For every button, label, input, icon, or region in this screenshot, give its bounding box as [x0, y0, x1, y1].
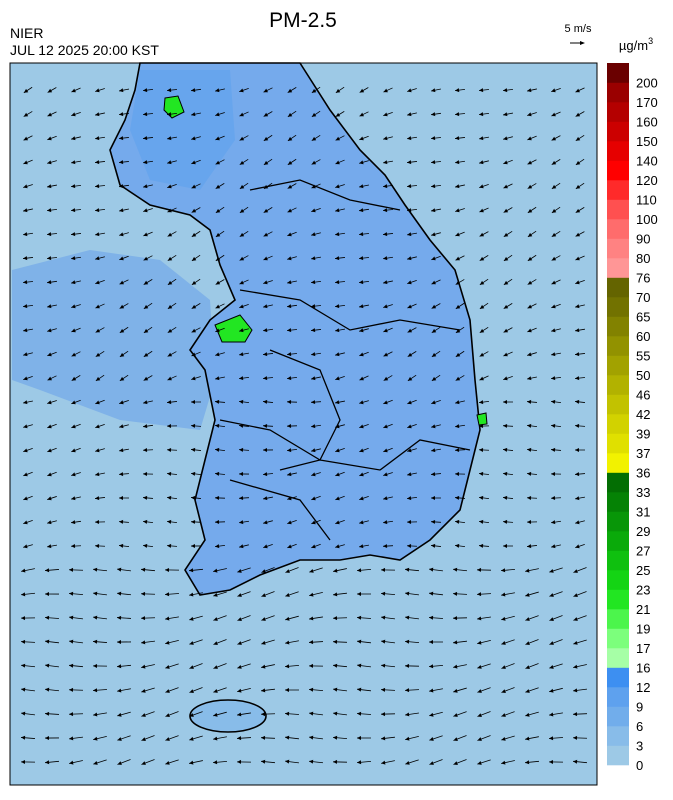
colorbar-segment	[607, 258, 629, 278]
colorbar-segment	[607, 180, 629, 200]
colorbar-segment	[607, 570, 629, 590]
colorbar-label: 60	[636, 329, 650, 344]
colorbar-segment	[607, 492, 629, 512]
colorbar-label: 110	[636, 193, 657, 208]
colorbar-label: 70	[636, 290, 650, 305]
colorbar-label: 120	[636, 173, 658, 188]
datetime: JUL 12 2025 20:00 KST	[10, 42, 159, 58]
colorbar-label: 29	[636, 524, 650, 539]
colorbar-segment	[607, 453, 629, 473]
colorbar-label: 17	[636, 641, 650, 656]
colorbar-segment	[607, 434, 629, 454]
unit-base: µg/m	[619, 38, 648, 53]
colorbar-segment	[607, 648, 629, 668]
colorbar-label: 27	[636, 544, 650, 559]
colorbar: 0369121617192123252729313336373942465055…	[607, 63, 658, 773]
colorbar-label: 37	[636, 446, 650, 461]
colorbar-segment	[607, 395, 629, 415]
colorbar-segment	[607, 278, 629, 298]
map	[10, 63, 597, 785]
colorbar-segment	[607, 239, 629, 259]
colorbar-segment	[607, 726, 629, 746]
colorbar-segment	[607, 629, 629, 649]
colorbar-segment	[607, 102, 629, 122]
colorbar-segment	[607, 512, 629, 532]
colorbar-label: 76	[636, 271, 650, 286]
colorbar-segment	[607, 83, 629, 103]
colorbar-label: 200	[636, 76, 658, 91]
colorbar-segment	[607, 473, 629, 493]
colorbar-label: 140	[636, 154, 658, 169]
colorbar-segment	[607, 356, 629, 376]
jeju-island	[190, 700, 266, 732]
colorbar-segment	[607, 375, 629, 395]
colorbar-label: 31	[636, 505, 650, 520]
colorbar-segment	[607, 551, 629, 571]
colorbar-label: 6	[636, 719, 643, 734]
colorbar-segment	[607, 200, 629, 220]
colorbar-segment	[607, 414, 629, 434]
unit: µg/m3	[619, 36, 653, 53]
colorbar-label: 33	[636, 485, 650, 500]
colorbar-segment	[607, 668, 629, 688]
colorbar-label: 25	[636, 563, 650, 578]
colorbar-label: 50	[636, 368, 650, 383]
colorbar-label: 80	[636, 251, 650, 266]
colorbar-segment	[607, 317, 629, 337]
colorbar-label: 19	[636, 622, 650, 637]
wind-scale-arrow	[570, 41, 585, 45]
colorbar-label: 150	[636, 134, 658, 149]
colorbar-label: 21	[636, 602, 650, 617]
colorbar-label: 0	[636, 758, 643, 773]
colorbar-segment	[607, 141, 629, 161]
wind-scale-label: 5 m/s	[565, 23, 592, 35]
colorbar-segment	[607, 161, 629, 181]
colorbar-segment	[607, 687, 629, 707]
colorbar-label: 12	[636, 680, 650, 695]
colorbar-segment	[607, 531, 629, 551]
colorbar-segment	[607, 63, 629, 83]
colorbar-label: 36	[636, 466, 650, 481]
colorbar-label: 3	[636, 739, 643, 754]
colorbar-label: 90	[636, 232, 650, 247]
agency: NIER	[10, 25, 43, 41]
colorbar-label: 46	[636, 388, 650, 403]
colorbar-label: 39	[636, 427, 650, 442]
colorbar-label: 16	[636, 661, 650, 676]
unit-sup: 3	[648, 36, 653, 46]
colorbar-label: 9	[636, 700, 643, 715]
colorbar-segment	[607, 609, 629, 629]
colorbar-label: 170	[636, 95, 658, 110]
colorbar-segment	[607, 590, 629, 610]
colorbar-segment	[607, 122, 629, 142]
colorbar-label: 160	[636, 115, 658, 130]
colorbar-segment	[607, 707, 629, 727]
colorbar-segment	[607, 336, 629, 356]
colorbar-segment	[607, 219, 629, 239]
colorbar-label: 55	[636, 349, 650, 364]
colorbar-segment	[607, 297, 629, 317]
colorbar-label: 100	[636, 212, 658, 227]
hotspot-east	[477, 413, 487, 425]
colorbar-label: 42	[636, 407, 650, 422]
colorbar-segment	[607, 746, 629, 766]
title: PM-2.5	[269, 9, 337, 32]
colorbar-label: 23	[636, 583, 650, 598]
colorbar-label: 65	[636, 310, 650, 325]
